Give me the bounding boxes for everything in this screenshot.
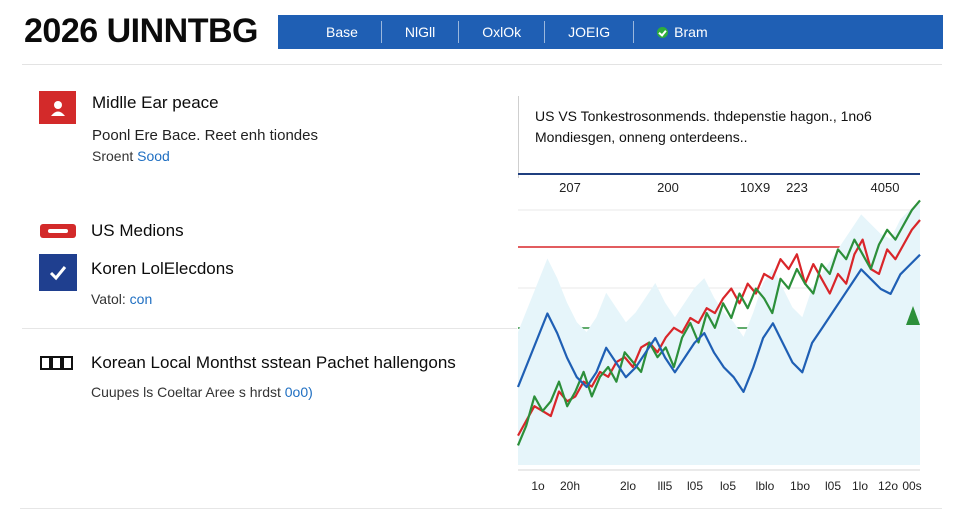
live-check-icon [657, 26, 669, 38]
nav-item-3[interactable]: OxlOk [459, 21, 546, 43]
x-tick-label: l05 [687, 479, 703, 493]
news-meta-label-3: Vatol: [91, 291, 126, 307]
x-tick-label: l05 [825, 479, 841, 493]
blue-area-fill [518, 199, 920, 465]
news-headline-3[interactable]: Koren LolElecdons [91, 259, 234, 278]
top-tick-label: 200 [657, 180, 679, 195]
news-summary-1: Poonl Ere Bace. Reet enh tiondes [92, 127, 318, 144]
news-headline-2[interactable]: US Medions [91, 221, 184, 240]
chart-left-border [518, 96, 519, 178]
x-tick-label: 00s [902, 479, 921, 493]
header-divider [22, 64, 942, 65]
x-tick-label: 1o [531, 479, 545, 493]
nav-item-live[interactable]: Bram [634, 21, 730, 43]
badge-icon [40, 356, 74, 370]
nav-item-live-label: Bram [674, 24, 708, 40]
news-headline-4[interactable]: Korean Local Monthst sstean Pachet halle… [91, 353, 456, 372]
news-meta-label-1: Sroent [92, 148, 134, 164]
chart-caption: US VS Tonkestrosonmends. thdepenstie hag… [535, 106, 872, 148]
news-meta-link-1[interactable]: Sood [137, 148, 170, 164]
series-line-blue [516, 253, 921, 393]
x-tick-label: 20h [560, 479, 580, 493]
news-headline-1[interactable]: Midlle Ear peace [92, 93, 219, 112]
flag-icon [40, 224, 76, 238]
x-tick-label: 2lo [620, 479, 636, 493]
top-tick-label: 207 [559, 180, 581, 195]
top-nav: Base NlGll OxlOk JOEIG Bram [278, 15, 943, 49]
trend-arrow-icon [906, 306, 920, 325]
news-meta-3: Vatol: con [91, 291, 152, 307]
footer-divider [20, 508, 942, 509]
page-title: 2026 UINNTBG [24, 12, 258, 50]
chart-caption-line-1: US VS Tonkestrosonmends. thdepenstie hag… [535, 108, 872, 124]
person-icon [39, 91, 76, 124]
nav-item-4[interactable]: JOEIG [545, 21, 635, 43]
x-tick-label: 12o [878, 479, 898, 493]
top-tick-label: 4050 [871, 180, 900, 195]
chart-caption-line-2: Mondiesgen, onneng onterdeens.. [535, 129, 748, 145]
series-line-green [516, 199, 921, 446]
line-chart[interactable]: 207 200 10X9 223 4050 1o 20h 2lo lll5 l05 lo5 lblo 1… [510, 170, 930, 500]
news-meta-link-3[interactable]: con [129, 291, 153, 307]
nav-item-base[interactable]: Base [278, 21, 382, 43]
news-meta-label-4: Cuupes ls Coeltar Aree s hrdst [91, 384, 281, 400]
top-tick-label: 10X9 [740, 180, 770, 195]
x-tick-label: lll5 [658, 479, 673, 493]
check-icon [39, 254, 77, 291]
x-tick-label: 1lo [852, 479, 868, 493]
news-meta-4: Cuupes ls Coeltar Aree s hrdst 0o0) [91, 384, 313, 400]
x-tick-label: lo5 [720, 479, 736, 493]
section-divider [22, 328, 517, 329]
top-tick-label: 223 [786, 180, 808, 195]
series-line-red [517, 219, 921, 437]
news-meta-1: Sroent Sood [92, 148, 170, 164]
x-tick-label: lblo [756, 479, 775, 493]
x-tick-label: 1bo [790, 479, 810, 493]
nav-item-2[interactable]: NlGll [382, 21, 460, 43]
news-meta-link-4[interactable]: 0o0) [284, 384, 313, 400]
